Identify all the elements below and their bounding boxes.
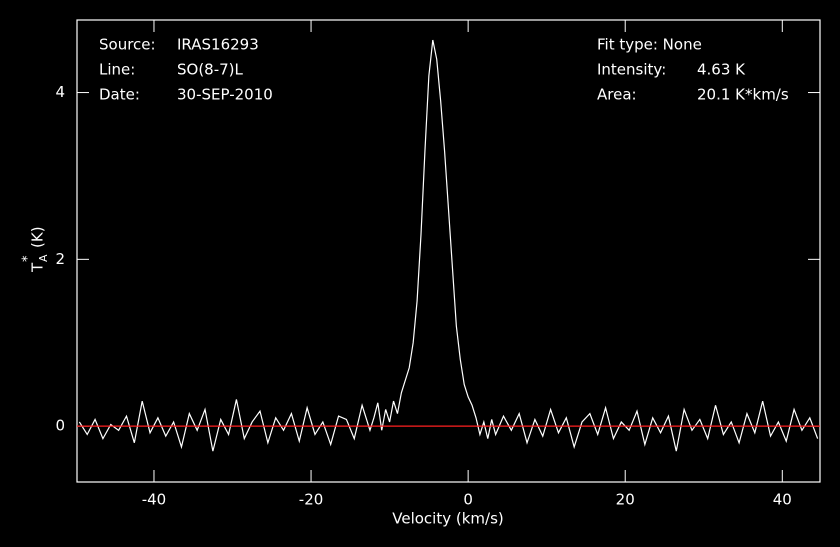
info-value: IRAS16293 [177,36,259,54]
info-value: SO(8-7)L [177,61,244,79]
y-label-main: T [29,262,47,273]
y-tick-label: 2 [55,250,65,268]
y-label-sup: * [21,255,36,262]
plot-frame [76,19,821,483]
info-value: 4.63 K [697,61,746,79]
y-label-sub: A [37,254,50,262]
x-tick-label: 20 [616,491,635,509]
info-label: Line: [99,61,135,79]
x-tick-label: 0 [463,491,473,509]
x-tick-label: 40 [773,491,792,509]
info-value: 30-SEP-2010 [177,86,273,104]
x-axis-label: Velocity (km/s) [392,510,503,528]
info-label: Source: [99,36,156,54]
x-tick-label: -40 [142,491,167,509]
y-tick-label: 0 [55,417,65,435]
spectrum-line [78,39,819,452]
info-label: Fit type: None [597,36,702,54]
x-tick-label: -20 [299,491,324,509]
info-label: Intensity: [597,61,666,79]
info-label: Date: [99,86,140,104]
info-label: Area: [597,86,637,104]
y-axis-label: T A * (K) [21,226,51,273]
y-tick-label: 4 [55,83,65,101]
info-value: 20.1 K*km/s [697,86,789,104]
y-label-unit: (K) [29,226,47,248]
